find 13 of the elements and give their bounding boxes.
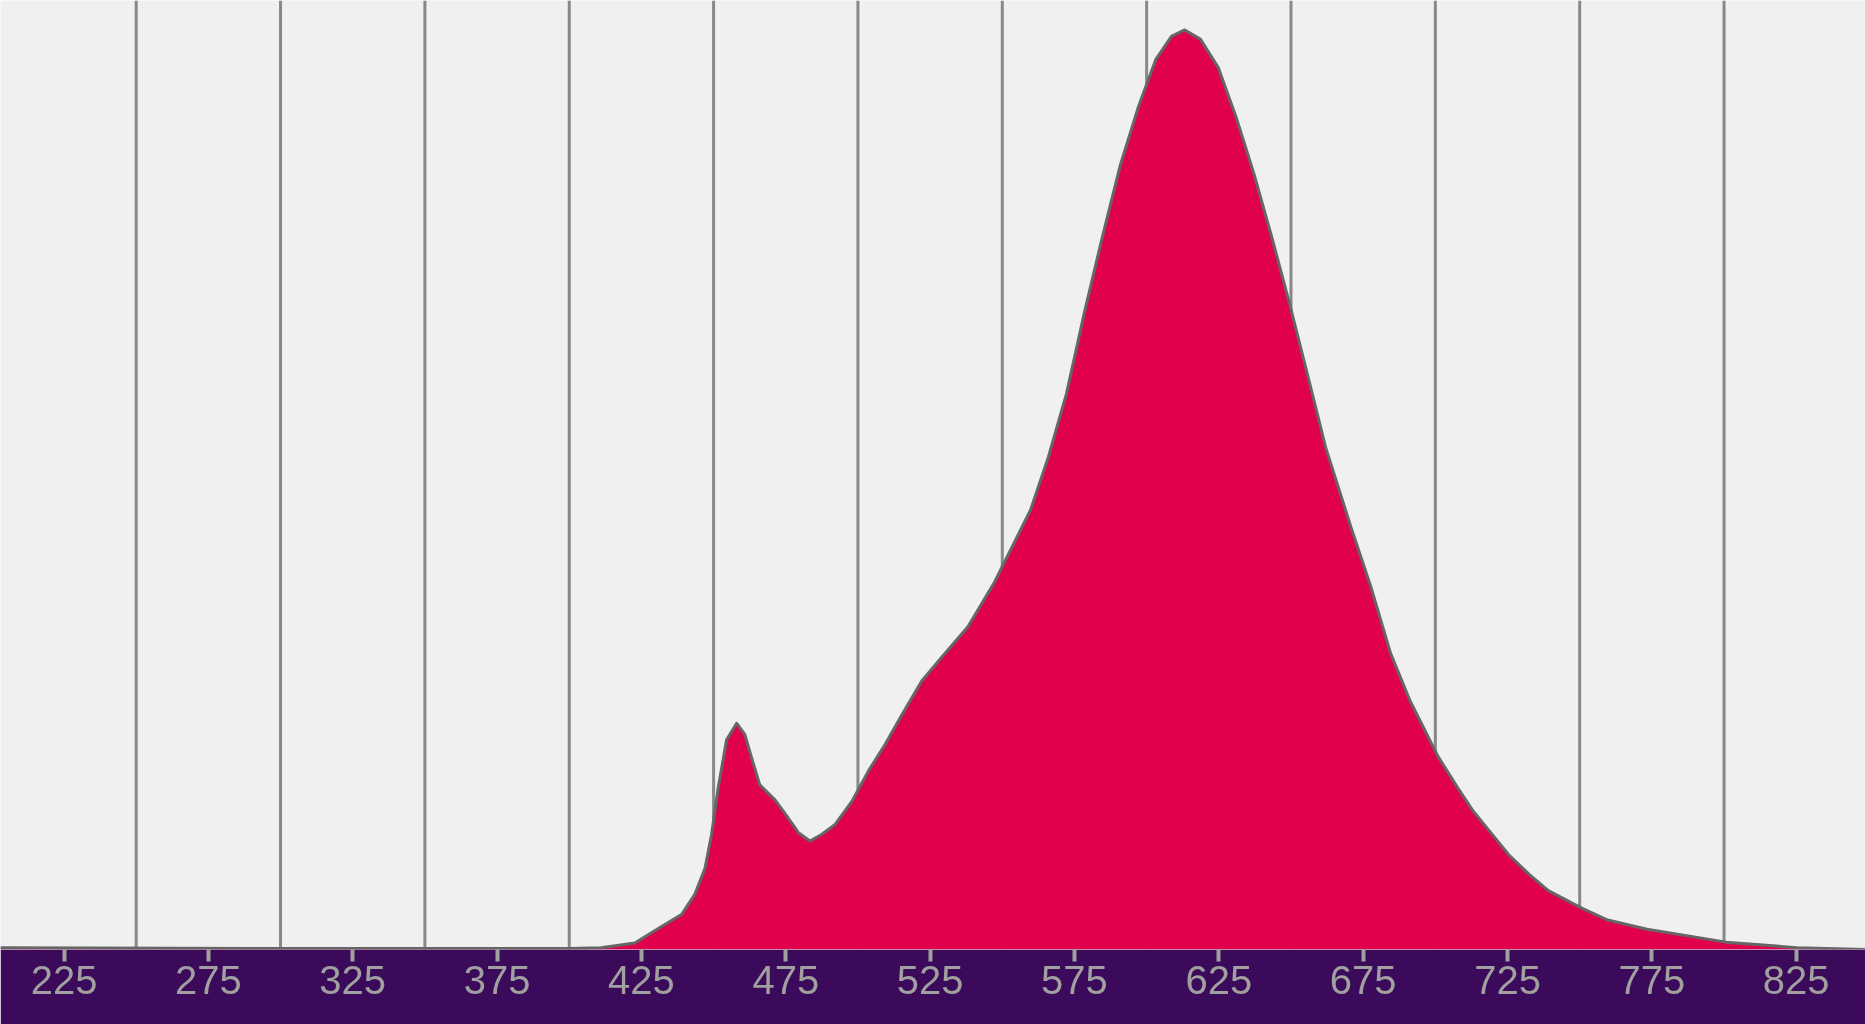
- x-tick-label: 275: [174, 957, 242, 1002]
- x-tick-label: 475: [752, 957, 820, 1002]
- x-tick-label: 575: [1041, 957, 1108, 1002]
- x-tick-label: 225: [30, 957, 98, 1002]
- x-tick-label: 525: [896, 957, 964, 1002]
- x-tick-label: 325: [319, 957, 387, 1002]
- x-tick-label: 425: [608, 957, 675, 1002]
- x-tick-label: 675: [1329, 957, 1397, 1002]
- x-tick-label: 825: [1762, 957, 1830, 1002]
- x-tick-label: 725: [1474, 957, 1541, 1002]
- x-tick-label: 775: [1618, 957, 1686, 1002]
- x-tick-label: 625: [1185, 957, 1253, 1002]
- x-tick-label: 375: [463, 957, 531, 1002]
